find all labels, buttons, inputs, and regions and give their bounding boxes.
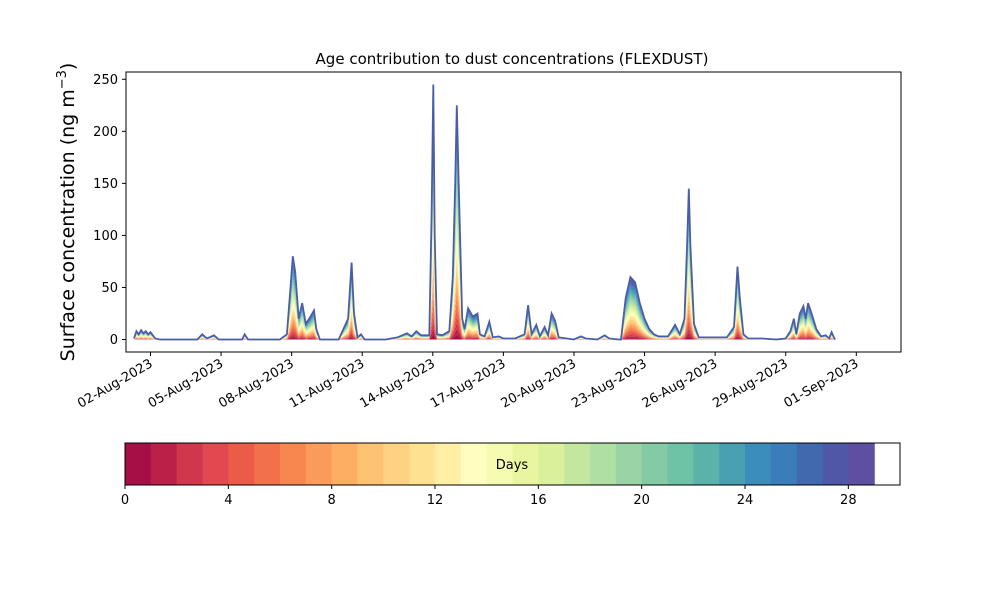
- age-band-area: [134, 229, 836, 340]
- total-concentration-line: [133, 84, 836, 341]
- age-band-area: [134, 201, 836, 340]
- plot-area: 0 50 100 150 200 250 02-Aug-202305-Aug-202308-…: [75, 71, 902, 412]
- age-band-area: [134, 264, 836, 340]
- colorbar-segment: [745, 443, 772, 485]
- age-band-area: [134, 281, 836, 340]
- y-tick-label: 150: [93, 177, 118, 192]
- colorbar-segment: [564, 443, 591, 485]
- colorbar-tick-label: 20: [633, 493, 650, 508]
- y-axis-label: Surface concentration (ng m−3): [55, 63, 79, 362]
- age-band-area: [134, 163, 836, 340]
- colorbar-segment: [150, 443, 178, 485]
- age-band-area: [134, 124, 836, 340]
- colorbar-segment: [693, 443, 720, 485]
- colorbar-segment: [822, 443, 849, 485]
- colorbar-segment: [254, 443, 281, 485]
- colorbar-segment: [280, 443, 307, 485]
- colorbar-segment: [305, 443, 333, 485]
- age-band-area: [134, 182, 836, 340]
- y-axis-label-close: ): [57, 63, 79, 70]
- chart-title: Age contribution to dust concentrations …: [316, 50, 709, 68]
- x-tick-label: 01-Sep-2023: [781, 356, 861, 411]
- colorbar-frame: [124, 442, 901, 486]
- x-tick-label: 26-Aug-2023: [640, 356, 720, 411]
- colorbar-segment: [641, 443, 669, 485]
- colorbar-segment: [460, 443, 488, 485]
- age-band-area: [134, 114, 836, 340]
- colorbar-segment: [435, 443, 462, 485]
- y-axis-label-main: Surface concentration (ng m: [57, 89, 79, 361]
- colorbar-tick-label: 24: [737, 493, 754, 508]
- colorbar-segment: [486, 443, 514, 485]
- colorbar-segment: [125, 443, 152, 485]
- x-tick-label: 11-Aug-2023: [287, 356, 367, 411]
- colorbar-tick-label: 16: [530, 493, 547, 508]
- age-band-area: [134, 84, 836, 340]
- age-band-area: [134, 153, 836, 340]
- age-band-area: [134, 134, 836, 340]
- colorbar-segment: [848, 443, 875, 485]
- age-band-area: [134, 220, 836, 340]
- age-band-area: [134, 94, 836, 340]
- colorbar-segment: [590, 443, 617, 485]
- colorbar-segment: [796, 443, 824, 485]
- x-tick-label: 20-Aug-2023: [499, 356, 579, 411]
- age-band-area: [134, 104, 836, 340]
- y-tick-label: 100: [93, 229, 118, 244]
- age-band-area: [134, 247, 836, 340]
- y-tick-label: 250: [93, 73, 118, 88]
- colorbar-tick-label: 8: [328, 493, 336, 508]
- colorbar-segment: [202, 443, 229, 485]
- age-band-area: [134, 173, 836, 340]
- x-tick-label: 14-Aug-2023: [357, 356, 437, 411]
- x-tick-label: 17-Aug-2023: [428, 356, 508, 411]
- y-axis-label-superscript: −3: [55, 70, 70, 89]
- colorbar-tick-label: 0: [121, 493, 129, 508]
- age-band-area: [134, 144, 836, 340]
- age-band-area: [134, 273, 836, 340]
- colorbar-segment: [409, 443, 436, 485]
- age-band-area: [134, 210, 836, 340]
- age-band-area: [134, 255, 836, 340]
- x-tick-label: 05-Aug-2023: [146, 356, 226, 411]
- colorbar-segment: [770, 443, 798, 485]
- x-tick-label: 02-Aug-2023: [75, 356, 155, 411]
- colorbar-tick-label: 28: [840, 493, 857, 508]
- colorbar-segment: [357, 443, 384, 485]
- colorbar-label: Days: [496, 458, 529, 473]
- colorbar-segment: [615, 443, 643, 485]
- y-tick-label: 200: [93, 125, 118, 140]
- colorbar-segment: [228, 443, 255, 485]
- stacked-age-areas: [133, 84, 836, 341]
- colorbar-tick-label: 4: [224, 493, 232, 508]
- y-tick-label: 50: [101, 281, 118, 296]
- age-band-area: [134, 238, 836, 340]
- x-tick-label: 23-Aug-2023: [569, 356, 649, 411]
- y-tick-label: 0: [110, 333, 118, 348]
- age-band-area: [134, 192, 836, 340]
- plot-frame: [125, 71, 902, 353]
- colorbar-segment: [331, 443, 359, 485]
- colorbar-tick-label: 12: [427, 493, 444, 508]
- colorbar-segment: [667, 443, 694, 485]
- colorbar-segment: [512, 443, 539, 485]
- colorbar-segment: [719, 443, 746, 485]
- colorbar-segment: [176, 443, 204, 485]
- colorbar-segment: [383, 443, 410, 485]
- x-tick-label: 08-Aug-2023: [216, 356, 296, 411]
- colorbar-segment: [538, 443, 565, 485]
- x-tick-label: 29-Aug-2023: [710, 356, 790, 411]
- colorbar: 0 4 8 12 16 20 24 28: [121, 442, 901, 508]
